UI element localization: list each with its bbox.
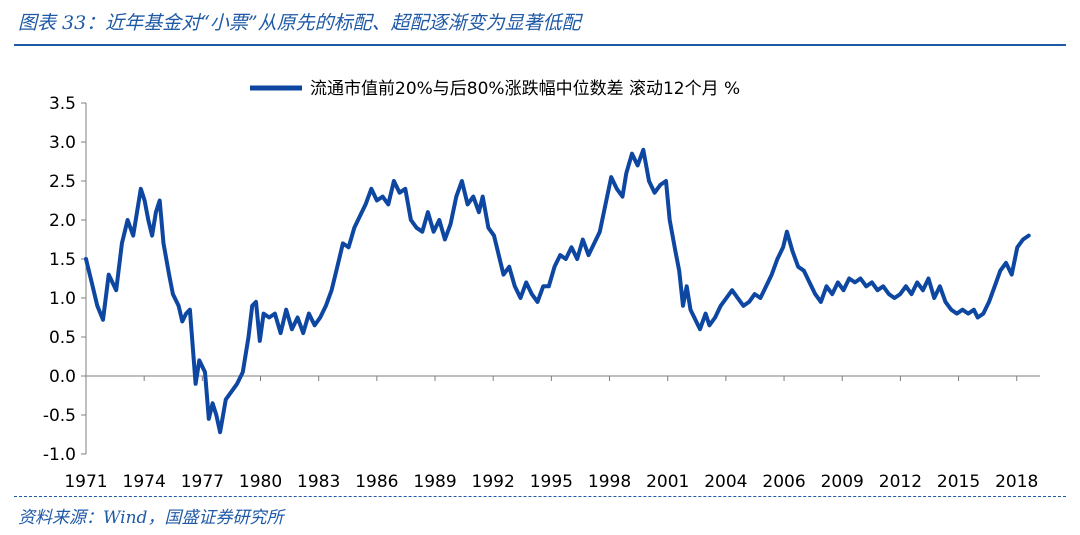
y-tick-label: 0.0 bbox=[49, 367, 76, 387]
x-tick-label: 2015 bbox=[937, 472, 980, 492]
x-tick-label: 1977 bbox=[181, 472, 224, 492]
y-tick-label: -0.5 bbox=[43, 406, 76, 426]
y-axis: 3.5 3.0 2.5 2.0 1.5 1.0 0.5 0.0 -0.5 -1.0 bbox=[43, 94, 87, 465]
x-tick-label: 1980 bbox=[239, 472, 282, 492]
y-tick-label: 0.5 bbox=[49, 328, 76, 348]
x-tick-label: 2006 bbox=[762, 472, 805, 492]
source-note: 资料来源：Wind，国盛证券研究所 bbox=[18, 508, 284, 528]
y-tick-label: 1.5 bbox=[49, 250, 76, 270]
y-tick-label: 2.0 bbox=[49, 211, 76, 231]
x-tick-label: 2009 bbox=[821, 472, 864, 492]
x-tick-label: 1992 bbox=[472, 472, 515, 492]
x-tick-label: 2012 bbox=[879, 472, 922, 492]
x-axis: 1971 1974 1977 1980 1983 1986 1989 1992 1995 1998… bbox=[64, 375, 1040, 492]
x-tick-label: 1986 bbox=[355, 472, 398, 492]
source-divider bbox=[14, 496, 1066, 497]
y-tick-label: -1.0 bbox=[43, 445, 76, 465]
line-chart: 3.53.02.52.01.51.00.50.0-0.5-1.0 1971 197… bbox=[43, 79, 1040, 492]
y-tick-label: 2.5 bbox=[49, 172, 76, 192]
series-layer bbox=[84, 147, 1031, 435]
x-tick-label: 2018 bbox=[995, 472, 1038, 492]
x-tick-label: 2001 bbox=[646, 472, 689, 492]
legend-label: 流通市值前20%与后80%涨跌幅中位数差 滚动12个月 % bbox=[310, 79, 740, 99]
x-tick-label: 1974 bbox=[123, 472, 166, 492]
series-line bbox=[84, 147, 1031, 435]
x-tick-label: 1989 bbox=[413, 472, 456, 492]
legend: 流通市值前20%与后80%涨跌幅中位数差 滚动12个月 % bbox=[250, 79, 740, 99]
x-tick-label: 1998 bbox=[588, 472, 631, 492]
y-tick-label: 3.0 bbox=[49, 133, 76, 153]
y-tick-label: 1.0 bbox=[49, 289, 76, 309]
figure-title: 图表 33：近年基金对“小票”从原先的标配、超配逐渐变为显著低配 bbox=[18, 12, 581, 34]
y-tick-label: 3.5 bbox=[49, 94, 76, 114]
x-tick-label: 1995 bbox=[530, 472, 573, 492]
x-tick-label: 1983 bbox=[297, 472, 340, 492]
x-tick-label: 1971 bbox=[64, 472, 107, 492]
x-tick-label: 2004 bbox=[704, 472, 747, 492]
title-underline bbox=[14, 44, 1066, 46]
